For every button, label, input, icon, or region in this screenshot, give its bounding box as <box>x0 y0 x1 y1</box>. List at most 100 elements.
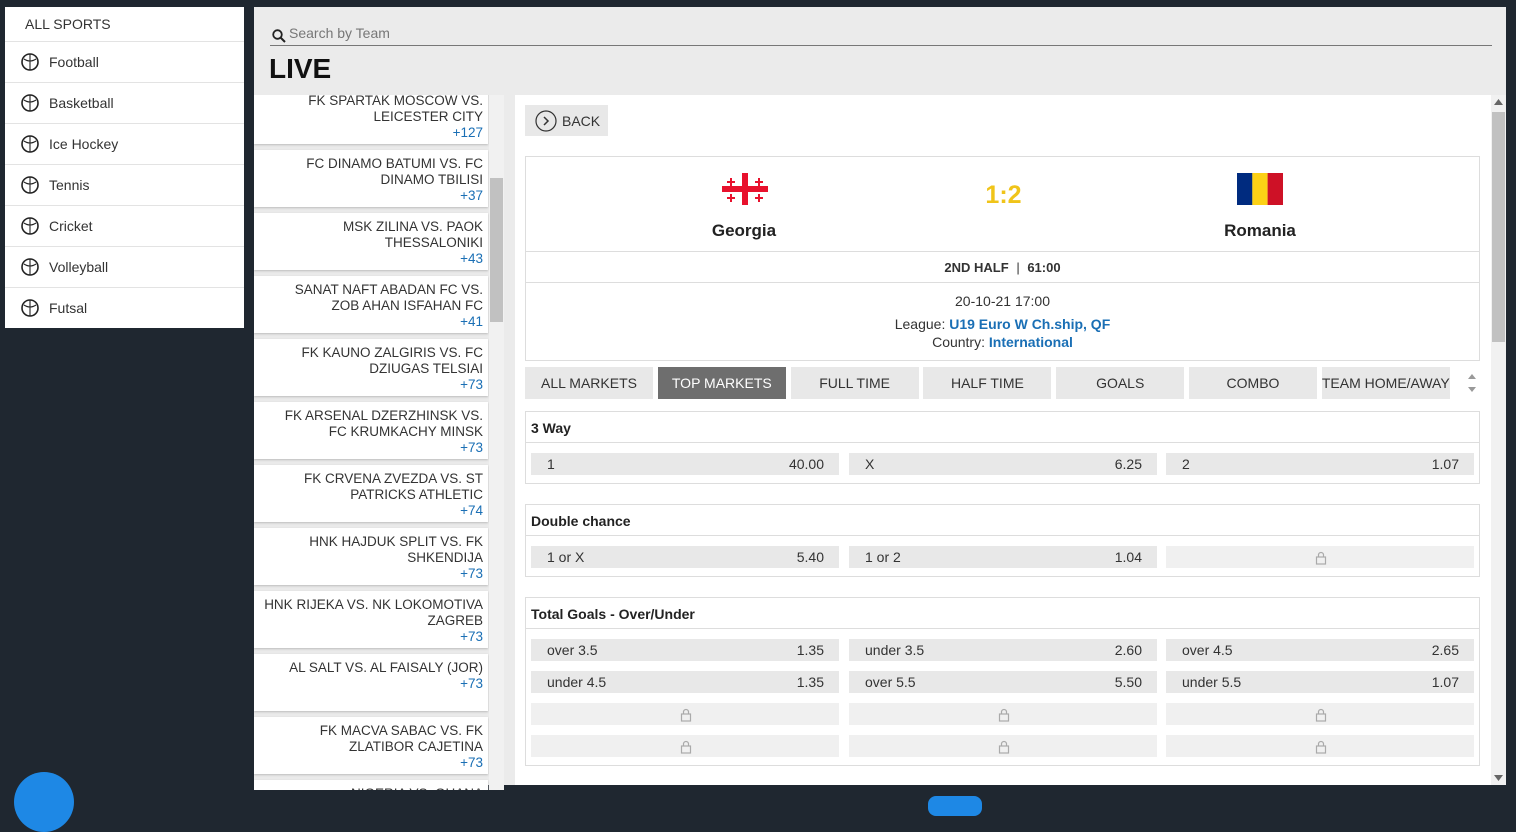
market-tab[interactable]: TOP MARKETS <box>657 367 786 399</box>
list-scrollbar[interactable] <box>489 95 504 790</box>
match-card[interactable]: FC DINAMO BATUMI VS. FC DINAMO TBILISI +3… <box>254 150 488 207</box>
outcome-odds: 1.04 <box>1114 549 1142 565</box>
period: 2ND HALF <box>944 260 1009 275</box>
outcome-odds: 6.25 <box>1114 456 1142 472</box>
match-more: +73 <box>460 755 483 770</box>
sport-icon <box>21 53 39 71</box>
sport-item[interactable]: Ice Hockey <box>5 123 244 164</box>
locked-odds <box>1166 546 1474 568</box>
match-card[interactable]: FK CRVENA ZVEZDA VS. ST PATRICKS ATHLETI… <box>254 465 488 522</box>
market-title: Double chance <box>526 505 1479 536</box>
sport-name: Futsal <box>49 300 88 316</box>
match-card[interactable]: HNK RIJEKA VS. NK LOKOMOTIVA ZAGREB +73 <box>254 591 488 648</box>
outcome-label: over 4.5 <box>1182 642 1233 658</box>
odds-button[interactable]: 1 or X 5.40 <box>531 546 839 568</box>
outcome-label: 1 <box>547 456 555 472</box>
sport-icon <box>21 258 39 276</box>
match-card[interactable]: HNK HAJDUK SPLIT VS. FK SHKENDIJA +73 <box>254 528 488 585</box>
locked-odds <box>849 735 1157 757</box>
lock-icon <box>680 740 691 754</box>
match-card[interactable]: FK MACVA SABAC VS. FK ZLATIBOR CAJETINA +… <box>254 717 488 774</box>
match-card[interactable]: FK ARSENAL DZERZHINSK VS. FC KRUMKACHY M… <box>254 402 488 459</box>
scroll-thumb[interactable] <box>490 178 503 322</box>
content-scrollbar[interactable] <box>1491 95 1506 785</box>
score: 1:2 <box>985 181 1022 209</box>
sport-item[interactable]: Tennis <box>5 164 244 205</box>
match-more: +43 <box>460 251 483 266</box>
match-more: +74 <box>460 503 483 518</box>
match-name: FK KAUNO ZALGIRIS VS. FC DZIUGAS TELSIAI <box>301 345 483 376</box>
outcome-label: over 3.5 <box>547 642 598 658</box>
sport-icon <box>21 176 39 194</box>
match-more: +37 <box>460 188 483 203</box>
sport-item[interactable]: Volleyball <box>5 246 244 287</box>
bottom-tab[interactable] <box>928 796 982 816</box>
match-name: HNK HAJDUK SPLIT VS. FK SHKENDIJA <box>309 534 483 565</box>
match-name: FC DINAMO BATUMI VS. FC DINAMO TBILISI <box>306 156 483 187</box>
back-icon <box>535 109 557 132</box>
outcome-odds: 5.50 <box>1114 674 1142 690</box>
market-tab[interactable]: TEAM HOME/AWAY <box>1321 367 1450 399</box>
separator: | <box>1016 260 1020 275</box>
odds-button[interactable]: 1 or 2 1.04 <box>849 546 1157 568</box>
odds-button[interactable]: under 5.5 1.07 <box>1166 671 1474 693</box>
match-card[interactable]: SANAT NAFT ABADAN FC VS. ZOB AHAN ISFAHA… <box>254 276 488 333</box>
odds-button[interactable]: under 4.5 1.35 <box>531 671 839 693</box>
away-team: Romania <box>1224 221 1296 240</box>
outcome-odds: 1.07 <box>1431 674 1459 690</box>
scroll-up[interactable] <box>1494 99 1503 105</box>
market-tab[interactable]: ALL MARKETS <box>525 367 653 399</box>
tab-scroller[interactable] <box>1465 369 1479 397</box>
market-tab[interactable]: GOALS <box>1056 367 1185 399</box>
odds-button[interactable]: X 6.25 <box>849 453 1157 475</box>
outcome-label: 1 or X <box>547 549 585 565</box>
outcome-label: over 5.5 <box>865 674 916 690</box>
sport-item[interactable]: Basketball <box>5 82 244 123</box>
search-box[interactable]: Search by Team <box>270 23 1492 46</box>
country-link[interactable]: International <box>988 334 1073 350</box>
sport-name: Ice Hockey <box>49 136 119 152</box>
match-more: +73 <box>460 377 483 392</box>
sport-item[interactable]: Football <box>5 41 244 82</box>
away-flag <box>1237 173 1283 205</box>
match-cards: FK SPARTAK MOSCOW VS. LEICESTER CITY +127… <box>254 95 488 790</box>
league-label: League: <box>894 316 946 332</box>
home-flag <box>722 173 768 205</box>
match-card[interactable]: AL SALT VS. AL FAISALY (JOR) +73 <box>254 654 488 711</box>
back-button[interactable]: BACK <box>525 105 608 136</box>
match-card[interactable]: FK KAUNO ZALGIRIS VS. FC DZIUGAS TELSIAI… <box>254 339 488 396</box>
page: ALL SPORTS Football Basketball Ice Hockey T… <box>5 7 1506 832</box>
home-team: Georgia <box>711 221 777 240</box>
odds-button[interactable]: 2 1.07 <box>1166 453 1474 475</box>
match-name: NIGERIA VS. GHANA <box>264 786 483 790</box>
league-link[interactable]: U19 Euro W Ch.ship, QF <box>949 316 1111 332</box>
locked-odds <box>531 703 839 725</box>
odds-button[interactable]: under 3.5 2.60 <box>849 639 1157 661</box>
main-panel: Search by Team LIVE FK SPARTAK MOSCOW VS… <box>254 7 1506 790</box>
lock-icon <box>680 708 691 722</box>
page-heading: LIVE <box>269 53 332 84</box>
odds-button[interactable]: 1 40.00 <box>531 453 839 475</box>
odds-button[interactable]: over 4.5 2.65 <box>1166 639 1474 661</box>
match-name: HNK RIJEKA VS. NK LOKOMOTIVA ZAGREB <box>264 597 483 628</box>
lock-icon <box>1315 740 1326 754</box>
scroll-thumb[interactable] <box>1492 112 1505 342</box>
scroll-down[interactable] <box>1494 775 1503 781</box>
market-tabs: ALL MARKETS TOP MARKETS FULL TIME HALF TIME… <box>525 367 1480 399</box>
market-tab[interactable]: COMBO <box>1189 367 1317 399</box>
event-date: 20-10-21 17:00 <box>955 293 1050 309</box>
locked-odds <box>1166 735 1474 757</box>
match-card[interactable]: NIGERIA VS. GHANA+73 <box>254 780 488 790</box>
country-row: Country: International <box>526 334 1479 350</box>
odds-button[interactable]: over 5.5 5.50 <box>849 671 1157 693</box>
market-tab[interactable]: FULL TIME <box>790 367 919 399</box>
sport-item[interactable]: Cricket <box>5 205 244 246</box>
outcome-odds: 1.07 <box>1431 456 1459 472</box>
chat-button[interactable] <box>14 772 74 832</box>
sport-item[interactable]: Futsal <box>5 287 244 328</box>
outcome-odds: 1.35 <box>796 674 824 690</box>
market-tab[interactable]: HALF TIME <box>923 367 1052 399</box>
match-card[interactable]: FK SPARTAK MOSCOW VS. LEICESTER CITY +127 <box>254 95 488 144</box>
odds-button[interactable]: over 3.5 1.35 <box>531 639 839 661</box>
match-card[interactable]: MSK ZILINA VS. PAOK THESSALONIKI +43 <box>254 213 488 270</box>
